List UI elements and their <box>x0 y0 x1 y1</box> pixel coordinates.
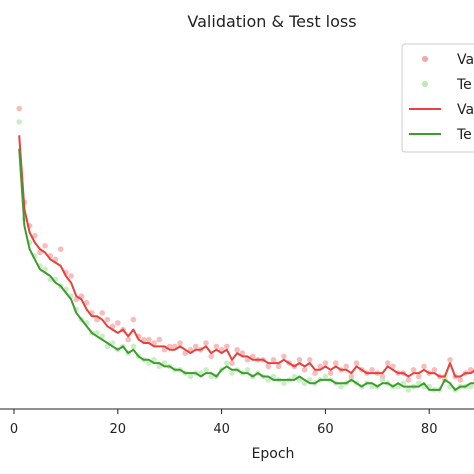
legend-label: Te <box>456 127 472 143</box>
scatter-point-series-2 <box>301 367 308 373</box>
scatter-point-series-2 <box>421 363 427 370</box>
scatter-point-series-2 <box>333 360 339 366</box>
scatter-point-series-2 <box>322 360 329 366</box>
scatter-point-series-2 <box>410 367 417 373</box>
scatter-point-series-2 <box>57 246 64 252</box>
scatter-point-series-2 <box>405 377 412 383</box>
x-tick-label: 40 <box>213 422 230 437</box>
scatter-point-series-3 <box>338 383 344 390</box>
scatter-point-series-3 <box>405 387 412 393</box>
legend-label: Va <box>457 102 474 118</box>
scatter-point-series-2 <box>68 273 74 279</box>
scatter-point-series-2 <box>312 370 318 376</box>
scatter-point-series-2 <box>416 373 422 380</box>
scatter-point-series-2 <box>229 360 235 366</box>
line-series-1 <box>18 148 474 391</box>
scatter-point-series-2 <box>115 320 121 326</box>
scatter-point-series-3 <box>130 343 137 350</box>
x-axis-label: Epoch <box>252 446 295 462</box>
scatter-point-series-2 <box>447 357 453 363</box>
legend-box <box>401 43 474 153</box>
legend-marker <box>422 81 428 87</box>
scatter-point-series-2 <box>343 363 350 370</box>
legend: Va Te Va Te <box>401 43 474 153</box>
plot-area <box>16 105 474 393</box>
x-tick-label: 20 <box>110 422 127 437</box>
scatter-point-series-2 <box>270 357 277 363</box>
scatter-point-series-2 <box>307 357 313 363</box>
scatter-point-series-2 <box>177 340 183 346</box>
scatter-point-series-2 <box>431 367 438 373</box>
scatter-point-series-2 <box>327 370 334 376</box>
scatter-point-series-2 <box>275 363 282 370</box>
scatter-point-series-3 <box>224 360 230 366</box>
scatter-point-series-2 <box>384 360 391 366</box>
scatter-point-series-2 <box>203 340 209 346</box>
scatter-point-series-2 <box>265 363 272 370</box>
x-tick-label: 0 <box>10 422 18 437</box>
scatter-point-series-2 <box>457 377 464 383</box>
line-series-0 <box>18 135 474 378</box>
scatter-point-series-2 <box>83 300 90 306</box>
scatter-point-series-2 <box>104 316 111 323</box>
chart-title: Validation & Test loss <box>187 12 356 31</box>
scatter-point-series-2 <box>208 353 214 360</box>
scatter-point-series-2 <box>296 357 303 363</box>
scatter-point-series-2 <box>16 105 23 112</box>
x-axis-ticks: 0 20 40 60 80 <box>10 409 438 437</box>
scatter-point-series-2 <box>213 343 220 350</box>
scatter-point-series-3 <box>281 380 287 387</box>
scatter-point-series-2 <box>99 310 105 316</box>
scatter-point-series-2 <box>42 243 48 249</box>
scatter-point-series-2 <box>353 360 360 366</box>
scatter-point-series-2 <box>281 353 287 360</box>
scatter-point-series-3 <box>322 373 329 380</box>
scatter-point-series-2 <box>369 367 375 373</box>
scatter-point-series-3 <box>244 367 251 373</box>
scatter-point-series-2 <box>234 346 240 353</box>
scatter-point-series-3 <box>379 377 386 383</box>
x-tick-label: 80 <box>421 422 438 437</box>
scatter-point-series-2 <box>146 336 152 343</box>
scatter-point-series-2 <box>125 336 131 343</box>
scatter-point-series-3 <box>229 370 235 376</box>
scatter-point-series-3 <box>203 367 209 373</box>
legend-label: Va <box>457 52 474 68</box>
legend-label: Te <box>456 77 472 93</box>
scatter-point-series-2 <box>192 343 199 350</box>
scatter-point-series-3 <box>16 119 23 125</box>
legend-marker <box>422 56 428 62</box>
scatter-point-series-2 <box>224 343 230 350</box>
scatter-point-series-2 <box>130 316 137 323</box>
x-tick-label: 60 <box>317 422 334 437</box>
scatter-point-series-2 <box>156 336 163 343</box>
scatter-point-series-2 <box>32 233 38 239</box>
scatter-point-series-3 <box>187 373 194 380</box>
